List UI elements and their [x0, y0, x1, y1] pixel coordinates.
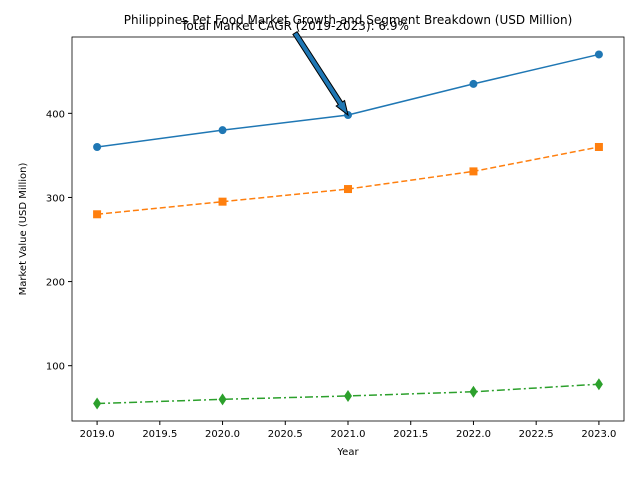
- point: [344, 389, 352, 402]
- x-tick-label: 2022.5: [519, 429, 554, 440]
- x-tick-label: 2023.0: [581, 429, 616, 440]
- chart-title: Philippines Pet Food Market Growth and S…: [124, 13, 573, 27]
- point: [469, 79, 478, 88]
- point: [594, 378, 603, 391]
- y-tick-label: 200: [46, 278, 65, 289]
- x-axis-label: Year: [336, 447, 359, 458]
- x-tick-label: 2021.0: [331, 429, 366, 440]
- point: [93, 142, 102, 151]
- x-tick-label: 2021.5: [393, 429, 428, 440]
- annotation-arrow: [292, 30, 349, 117]
- point: [594, 142, 603, 151]
- x-tick-label: 2020.5: [268, 429, 303, 440]
- y-tick-label: 300: [46, 193, 65, 204]
- point: [93, 397, 102, 410]
- point: [594, 50, 603, 59]
- plot-frame: [71, 36, 625, 422]
- series-line: [96, 53, 600, 148]
- x-tick-label: 2022.0: [456, 429, 491, 440]
- point: [218, 197, 227, 206]
- point: [344, 185, 352, 194]
- point: [218, 393, 227, 406]
- x-tick-label: 2019.0: [80, 429, 115, 440]
- y-axis-label: Market Value (USD Million): [18, 163, 29, 296]
- point: [469, 167, 478, 176]
- point: [469, 385, 478, 398]
- y-tick-label: 100: [46, 362, 65, 373]
- point: [218, 126, 227, 135]
- annotation: Total Market CAGR (2019-2023): 6.9%: [180, 19, 409, 33]
- y-tick-label: 400: [46, 109, 65, 120]
- x-tick-label: 2020.0: [205, 429, 240, 440]
- series-line: [97, 146, 600, 216]
- point: [93, 210, 102, 219]
- x-tick-label: 2019.5: [142, 429, 177, 440]
